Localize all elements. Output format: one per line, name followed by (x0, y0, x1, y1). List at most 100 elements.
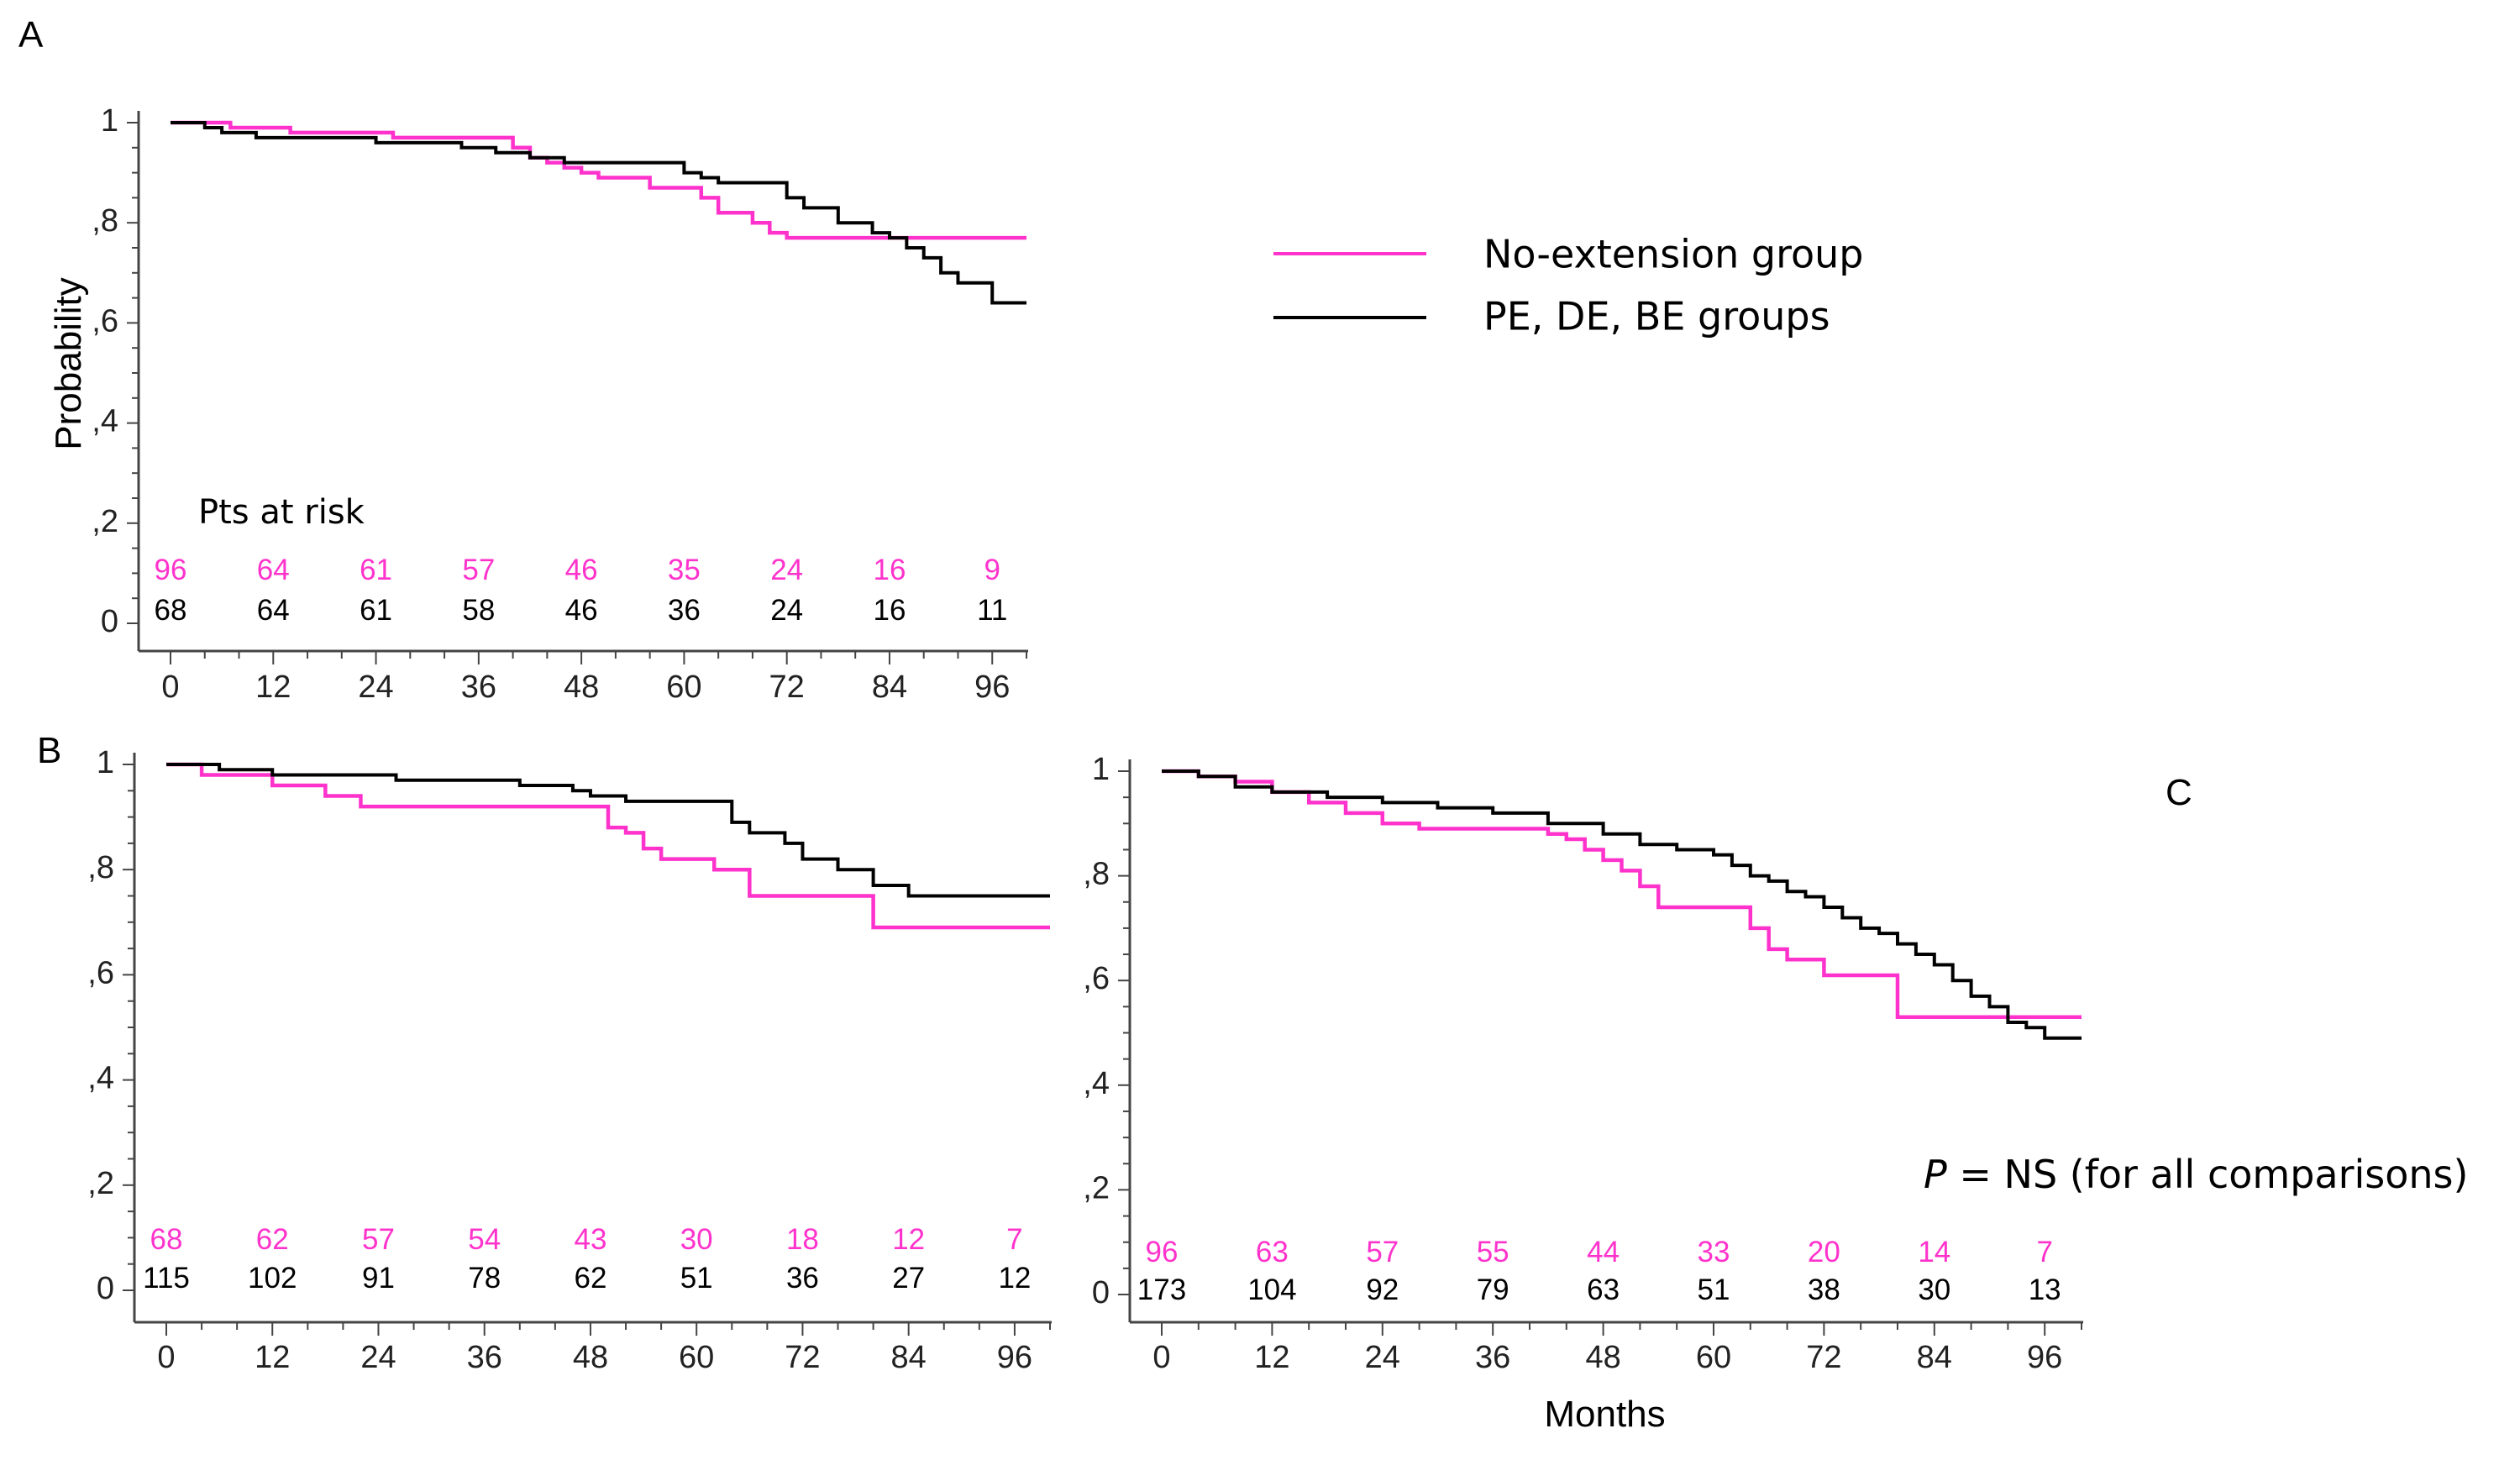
x-tick-label: 36 (461, 670, 496, 705)
risk-count: 20 (1808, 1236, 1840, 1268)
risk-count: 96 (1146, 1236, 1179, 1268)
risk-count: 30 (1918, 1274, 1950, 1306)
y-tick-label: 1 (97, 745, 114, 780)
y-tick-label: ,6 (92, 303, 118, 339)
risk-count: 18 (786, 1223, 819, 1256)
x-tick-label: 96 (997, 1340, 1032, 1375)
survival-curve-pe-de-be (171, 121, 1026, 305)
survival-curve-pe-de-be (1162, 769, 2082, 1040)
legend: No-extension group PE, DE, BE groups (1273, 232, 1863, 339)
risk-count: 16 (873, 554, 906, 586)
risk-count: 27 (892, 1262, 925, 1295)
x-tick-label: 0 (1152, 1340, 1170, 1375)
y-tick-label: 1 (1092, 752, 1110, 787)
risk-count: 24 (770, 594, 803, 627)
panel-label-b: B (37, 730, 61, 771)
risk-count: 54 (468, 1223, 501, 1256)
x-tick-label: 60 (679, 1340, 714, 1375)
risk-count: 115 (143, 1262, 190, 1295)
risk-count: 36 (668, 594, 701, 627)
y-axis-label: Probability (48, 277, 89, 449)
risk-table-title: Pts at risk (198, 493, 365, 532)
risk-count: 64 (257, 554, 290, 586)
risk-count: 9 (984, 554, 1000, 586)
risk-count: 46 (565, 594, 598, 627)
risk-count: 35 (668, 554, 701, 586)
y-tick-label: 0 (101, 604, 118, 639)
p-value-symbol: P (1924, 1152, 1947, 1197)
risk-count: 38 (1808, 1274, 1840, 1306)
risk-count: 7 (2036, 1236, 2052, 1268)
risk-count: 33 (1698, 1236, 1730, 1268)
risk-count: 55 (1477, 1236, 1509, 1268)
risk-count: 57 (462, 554, 495, 586)
risk-count: 91 (362, 1262, 395, 1295)
x-tick-label: 96 (2027, 1340, 2062, 1375)
risk-count: 57 (362, 1223, 395, 1256)
x-tick-label: 0 (161, 670, 179, 705)
panel-label-c: C (2166, 772, 2192, 813)
x-tick-label: 24 (1365, 1340, 1400, 1375)
x-tick-label: 12 (255, 1340, 290, 1375)
p-value-note: P = NS (for all comparisons) (1924, 1152, 2468, 1197)
panel-label-a: A (18, 14, 44, 55)
y-tick-label: ,8 (87, 850, 114, 885)
risk-count: 12 (892, 1223, 925, 1256)
x-tick-label: 60 (1696, 1340, 1731, 1375)
x-axis-label: Months (1544, 1394, 1665, 1435)
risk-count: 51 (1698, 1274, 1730, 1306)
y-tick-label: ,4 (92, 404, 118, 439)
x-tick-label: 12 (1254, 1340, 1289, 1375)
y-tick-label: ,2 (87, 1166, 114, 1201)
risk-count: 44 (1587, 1236, 1620, 1268)
risk-count: 92 (1366, 1274, 1399, 1306)
risk-count: 14 (1918, 1236, 1950, 1268)
survival-curve-no-extension (1162, 769, 2082, 1020)
x-tick-label: 36 (467, 1340, 502, 1375)
risk-count: 68 (155, 594, 187, 627)
risk-count: 96 (155, 554, 187, 586)
risk-count: 63 (1256, 1236, 1289, 1268)
x-tick-label: 0 (157, 1340, 175, 1375)
risk-count: 51 (680, 1262, 713, 1295)
y-tick-label: ,4 (87, 1061, 114, 1096)
x-tick-label: 84 (872, 670, 907, 705)
risk-count: 13 (2029, 1274, 2061, 1306)
survival-curve-no-extension (171, 120, 1026, 240)
x-tick-label: 36 (1475, 1340, 1510, 1375)
risk-count: 43 (574, 1223, 606, 1256)
survival-curve-no-extension (166, 762, 1050, 930)
x-tick-label: 84 (891, 1340, 927, 1375)
risk-count: 61 (360, 594, 392, 627)
x-tick-label: 48 (1585, 1340, 1620, 1375)
risk-count: 68 (150, 1223, 183, 1256)
y-tick-label: ,2 (1083, 1170, 1110, 1205)
risk-count: 63 (1587, 1274, 1620, 1306)
risk-count: 16 (873, 594, 906, 627)
x-tick-label: 96 (974, 670, 1010, 705)
y-tick-label: 0 (97, 1271, 114, 1306)
x-tick-label: 12 (255, 670, 291, 705)
x-tick-label: 72 (785, 1340, 820, 1375)
risk-count: 62 (256, 1223, 289, 1256)
legend-label-pe-de-be: PE, DE, BE groups (1483, 294, 1830, 339)
x-tick-label: 60 (666, 670, 701, 705)
risk-count: 24 (770, 554, 803, 586)
risk-count: 36 (786, 1262, 819, 1295)
p-value-text: = NS (for all comparisons) (1947, 1152, 2469, 1197)
y-tick-label: ,2 (92, 504, 118, 539)
risk-count: 79 (1477, 1274, 1509, 1306)
risk-count: 102 (248, 1262, 297, 1295)
panel-c: 0 ,2 ,4 ,6 ,8 1 0 12 24 36 48 60 72 84 96 96 63 57 55 44 33 2… (1083, 752, 2083, 1435)
risk-count: 173 (1137, 1274, 1186, 1306)
risk-count: 64 (257, 594, 290, 627)
y-tick-label: ,8 (1083, 857, 1110, 892)
x-tick-label: 48 (564, 670, 599, 705)
risk-count: 11 (977, 594, 1007, 627)
x-tick-label: 48 (573, 1340, 608, 1375)
risk-count: 62 (574, 1262, 606, 1295)
risk-count: 61 (360, 554, 392, 586)
risk-count: 78 (468, 1262, 501, 1295)
